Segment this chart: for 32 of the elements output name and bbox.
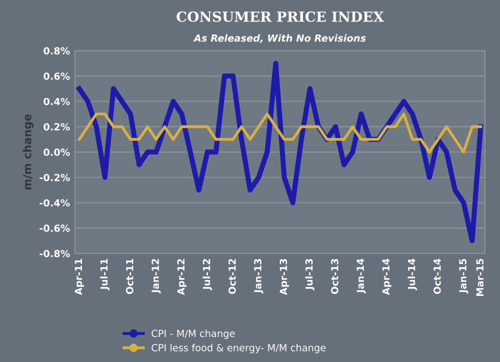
y-axis-title: m/m change <box>22 114 34 190</box>
x-tick-label: Apr-14 <box>382 258 392 296</box>
legend-label: CPI - M/M change <box>152 330 235 339</box>
y-tick-label: 0.8% <box>44 47 70 55</box>
x-tick-label: Mar-15 <box>476 258 484 296</box>
x-tick-label: Jul-11 <box>100 258 110 290</box>
y-tick-label: -0.2% <box>40 174 70 182</box>
x-tick-label: Jul-12 <box>202 259 212 290</box>
x-tick-label: Oct-12 <box>228 259 236 294</box>
y-tick-label: 0.2% <box>44 123 70 131</box>
line-series <box>78 112 482 154</box>
y-tick-label: 0.4% <box>44 98 70 106</box>
y-tick-label: 0.0% <box>44 148 70 156</box>
chart-title: CONSUMER PRICE INDEX <box>176 11 384 22</box>
x-tick-label: Oct-14 <box>433 258 441 294</box>
x-tick-label: Apr-13 <box>280 259 289 296</box>
x-tick-label: Jan-13 <box>254 259 264 294</box>
x-tick-label: Oct-13 <box>330 259 338 294</box>
y-tick-label: 0.6% <box>44 72 70 80</box>
x-tick-label: Jul-14 <box>408 258 418 290</box>
x-tick-label: Jan-15 <box>459 258 468 294</box>
legend-label: CPI less food & energy- M/M change <box>152 344 326 354</box>
y-tick-label: -0.4% <box>40 199 70 207</box>
x-tick-label: Apr-11 <box>74 258 84 296</box>
x-tick-label: Apr-12 <box>177 259 186 296</box>
x-tick-label: Jan-12 <box>152 259 161 294</box>
y-tick-label: -0.8% <box>40 250 70 258</box>
x-tick-label: Jul-13 <box>305 259 315 290</box>
chart-subtitle: As Released, With No Revisions <box>193 34 366 44</box>
x-tick-label: Jan-14 <box>356 258 366 294</box>
x-tick-label: Oct-11 <box>126 258 134 294</box>
y-tick-label: -0.6% <box>40 224 70 232</box>
